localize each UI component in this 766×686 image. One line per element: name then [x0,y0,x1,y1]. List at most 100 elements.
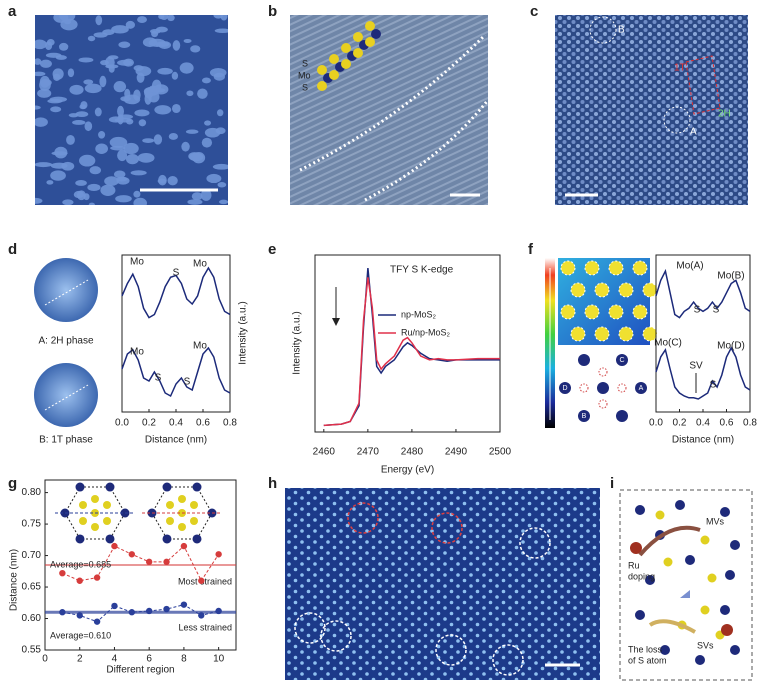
pore [147,91,160,103]
atom [700,605,710,615]
point [111,542,118,550]
spot [584,304,600,320]
atom [317,81,327,91]
pore [172,40,181,51]
x-axis-label: Distance (nm) [672,435,734,446]
pore [98,130,106,139]
pore [206,173,222,184]
panel-label: a [8,3,17,20]
y-tick-label: 0.70 [22,550,42,561]
pore [66,134,75,145]
pore [45,41,53,51]
stem-image [285,488,600,680]
pore [215,127,226,135]
panel-label: g [8,475,17,492]
spot [632,260,648,276]
point [59,569,66,577]
pore [197,88,208,99]
y-tick-label: 0.60 [22,613,42,624]
point [163,605,170,613]
atom [685,555,695,565]
panel-label: f [528,241,534,258]
curve [62,604,219,623]
pore [130,170,147,176]
pore [171,103,181,114]
label: Ru [628,560,640,570]
charts: 0.0 0.2 0.4 0.6 0.8 Distance (nm) Intensity (a… [9,254,757,676]
y-tick-label: 0.65 [22,582,42,593]
phase-image [34,363,98,427]
x-tick-label: 2470 [357,447,380,458]
x-tick-label: 4 [112,654,118,665]
atom [616,410,628,422]
label: of S atom [628,655,667,665]
pore [47,98,63,104]
x-tick-label: 0.6 [196,418,210,429]
atom [329,70,339,80]
pore [186,90,194,97]
point [111,602,118,610]
profile-line [44,279,89,306]
legend-label: Ru/np-MoS₂ [401,327,451,337]
lattice-inset [55,482,222,544]
caption: A: 2H phase [38,336,93,347]
x-tick-label: 2500 [489,447,512,458]
x-tick-label: 0.2 [142,418,156,429]
x-tick-label: 2480 [401,447,424,458]
pore [35,58,42,65]
pore [117,59,133,66]
pore [142,138,155,143]
pore [137,16,147,24]
pore [95,143,108,154]
x-tick-label: 0.0 [115,418,129,429]
pore [35,105,41,110]
pore [217,182,227,188]
x-axis-label: Energy (eV) [381,465,434,476]
x-tick-label: 0.4 [169,418,183,429]
vacancy [579,383,589,393]
atom [91,495,99,503]
point [163,558,170,566]
pore [35,117,48,127]
peak-label: S [710,380,717,391]
pore [159,15,169,21]
atom [695,655,705,665]
y-tick-label: 0.55 [22,645,42,656]
y-axis-label: Intensity (a.u.) [238,301,249,364]
atom [660,645,670,655]
atom [341,43,351,53]
spot [570,282,586,298]
pore [181,141,190,152]
site-diagram: C D A B [559,354,647,422]
spot [594,326,610,342]
pore [50,170,66,181]
tem-image [290,15,488,205]
vacancy-circle [492,644,524,676]
atom-model [317,21,381,91]
pore [35,39,47,50]
pore [201,77,211,84]
pore [87,35,96,42]
pore [123,142,139,155]
pore [157,178,167,184]
spot [584,260,600,276]
pore [59,42,69,51]
atom [178,523,186,531]
site-label: D [562,385,567,392]
pore [135,66,152,77]
profile-line [44,384,89,411]
pore [171,71,179,80]
vacancy-circle [519,527,551,559]
pore [218,199,228,205]
label: The loss [628,644,663,654]
atom [79,517,87,525]
peak-label: Mo [130,257,144,268]
y-tick-label: 0.80 [22,487,42,498]
pore [133,190,141,198]
pore [39,59,52,68]
point [76,612,83,619]
atom-label: S [302,82,308,92]
peak-label: S [694,305,701,316]
curve [121,346,231,398]
x-axis-label: Distance (nm) [145,435,207,446]
